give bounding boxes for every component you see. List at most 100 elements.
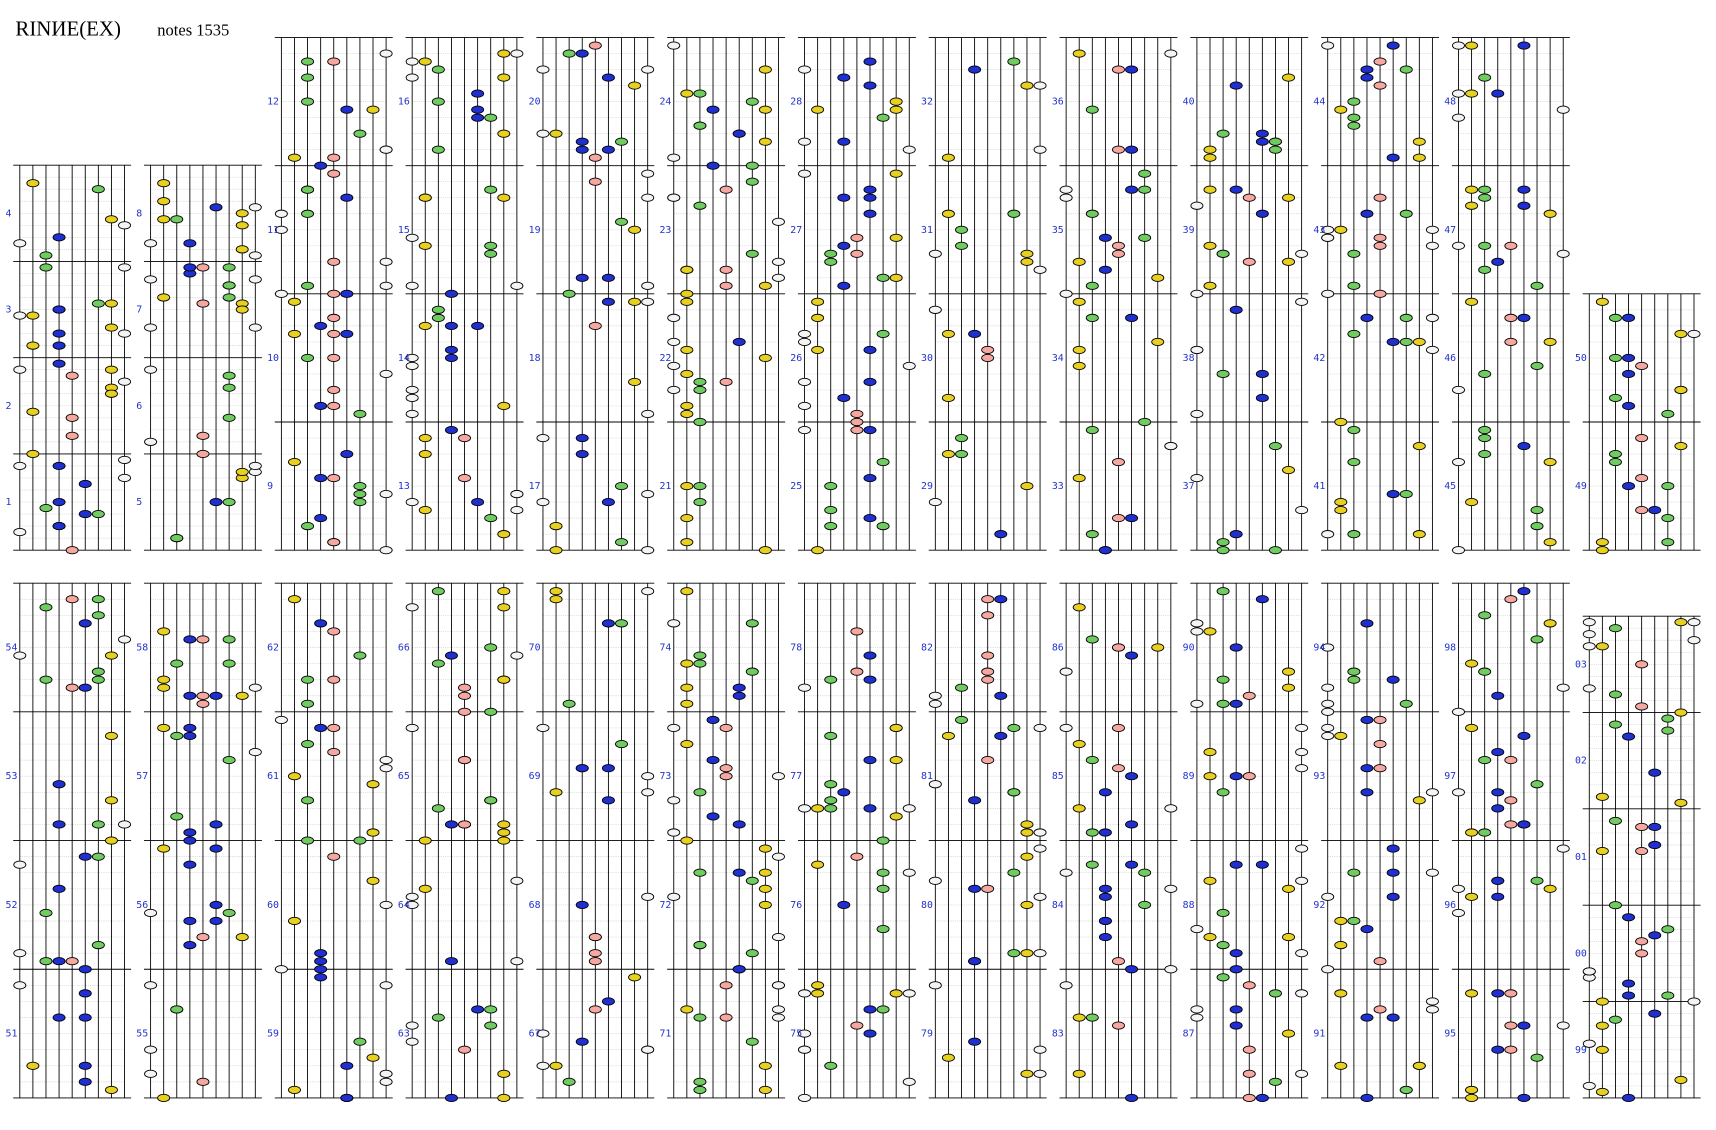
note [1033,145,1047,154]
note [183,635,197,644]
measure-number: 7 [136,305,142,316]
note [1295,723,1309,733]
note [1242,257,1256,266]
note [366,105,380,114]
note [274,225,288,234]
note [994,731,1008,741]
note [144,1069,158,1078]
note [418,193,432,202]
note [693,121,707,130]
measure-number: 34 [1052,353,1064,364]
note [327,385,341,395]
note [1085,105,1099,114]
note [1085,313,1099,322]
note [1608,901,1622,910]
note [458,707,472,716]
measure-number: 30 [921,353,933,364]
note [170,659,184,668]
note [1504,796,1518,805]
note [118,473,132,483]
note [144,437,158,446]
note [1229,530,1243,539]
note [144,239,158,248]
note [549,546,563,555]
note [667,361,681,371]
note [327,169,341,178]
note [1399,490,1413,499]
note [1465,89,1479,98]
measure-number: 35 [1052,225,1064,236]
note [575,900,589,909]
note [1412,530,1426,539]
note [706,812,720,821]
note [340,105,354,114]
note [52,884,66,893]
note [458,756,472,765]
note [1504,595,1518,604]
note [902,361,916,371]
note [353,1037,367,1046]
note [157,844,171,853]
note [1125,145,1139,154]
note [1020,900,1034,909]
note [798,425,812,435]
note [1595,792,1609,801]
note [1491,257,1505,266]
note [1334,417,1348,427]
note [1164,884,1178,893]
note [968,65,982,74]
note [1399,313,1413,322]
note [39,908,53,918]
note [863,473,877,483]
note [1399,65,1413,74]
note [353,498,367,507]
note [1360,715,1374,724]
note [1151,273,1165,282]
measure-number: 13 [398,481,410,492]
measure-number: 69 [529,771,541,782]
note [1491,876,1505,885]
note [1033,723,1047,733]
note [1543,457,1557,467]
note [1255,369,1269,379]
note [863,185,877,194]
note [1203,747,1217,757]
measure-number: 85 [1052,771,1064,782]
note [1282,73,1296,82]
note [1412,137,1426,146]
note [1321,683,1335,692]
note [1033,81,1047,90]
note [1295,764,1309,773]
note [758,1061,772,1070]
note [314,473,328,483]
note [941,731,955,741]
note [1203,241,1217,250]
note [1321,731,1335,741]
note [641,65,655,74]
note [1491,788,1505,797]
measure-number: 39 [1183,225,1195,236]
note [1347,329,1361,338]
note [745,1037,759,1046]
measure-number: 03 [1575,659,1587,670]
note [497,49,511,58]
note [170,215,184,224]
note [745,667,759,676]
note [1164,441,1178,451]
note [497,1069,511,1078]
note [104,796,118,805]
note [497,820,511,829]
note [889,105,903,114]
note [1491,892,1505,901]
note [680,289,694,298]
measure-number: 67 [529,1029,541,1040]
measure-number: 75 [790,1029,802,1040]
note [484,796,498,805]
note [575,137,589,146]
note [405,409,419,419]
note [405,353,419,362]
note [1556,249,1570,258]
note [837,73,851,82]
measure-number: 97 [1444,771,1456,782]
note [222,497,236,507]
